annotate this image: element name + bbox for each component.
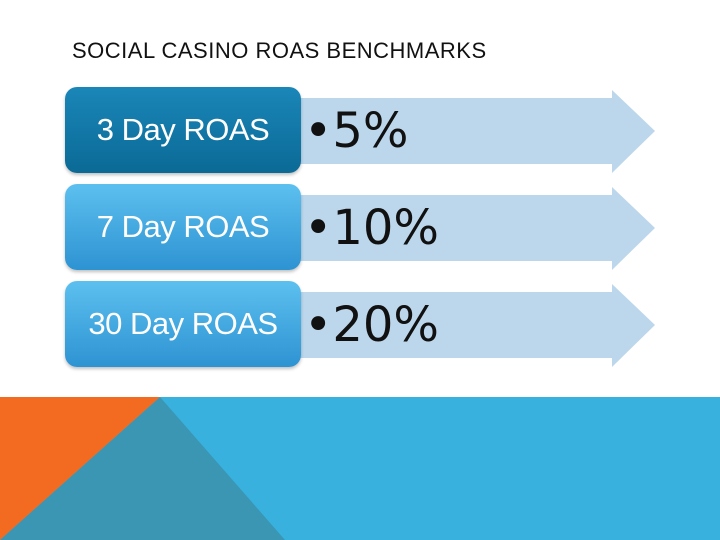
roas-value-7-day: •10% [304, 200, 439, 256]
roas-label-7-day: 7 Day ROAS [65, 184, 301, 270]
roas-label-30-day: 30 Day ROAS [65, 281, 301, 367]
roas-row-30-day: 30 Day ROAS •20% [0, 281, 720, 371]
arrow-shape [290, 284, 655, 367]
roas-row-7-day: 7 Day ROAS •10% [0, 184, 720, 274]
roas-value-30-day: •20% [304, 297, 439, 353]
roas-label-3-day: 3 Day ROAS [65, 87, 301, 173]
roas-value-3-day: •5% [304, 103, 409, 159]
slide-title: SOCIAL CASINO ROAS BENCHMARKS [72, 38, 487, 63]
roas-row-3-day: 3 Day ROAS •5% [0, 87, 720, 177]
arrow-shape [290, 90, 655, 173]
arrow-shape [290, 187, 655, 270]
band-teal-triangle [0, 397, 285, 540]
decorative-bottom-band [0, 397, 720, 540]
